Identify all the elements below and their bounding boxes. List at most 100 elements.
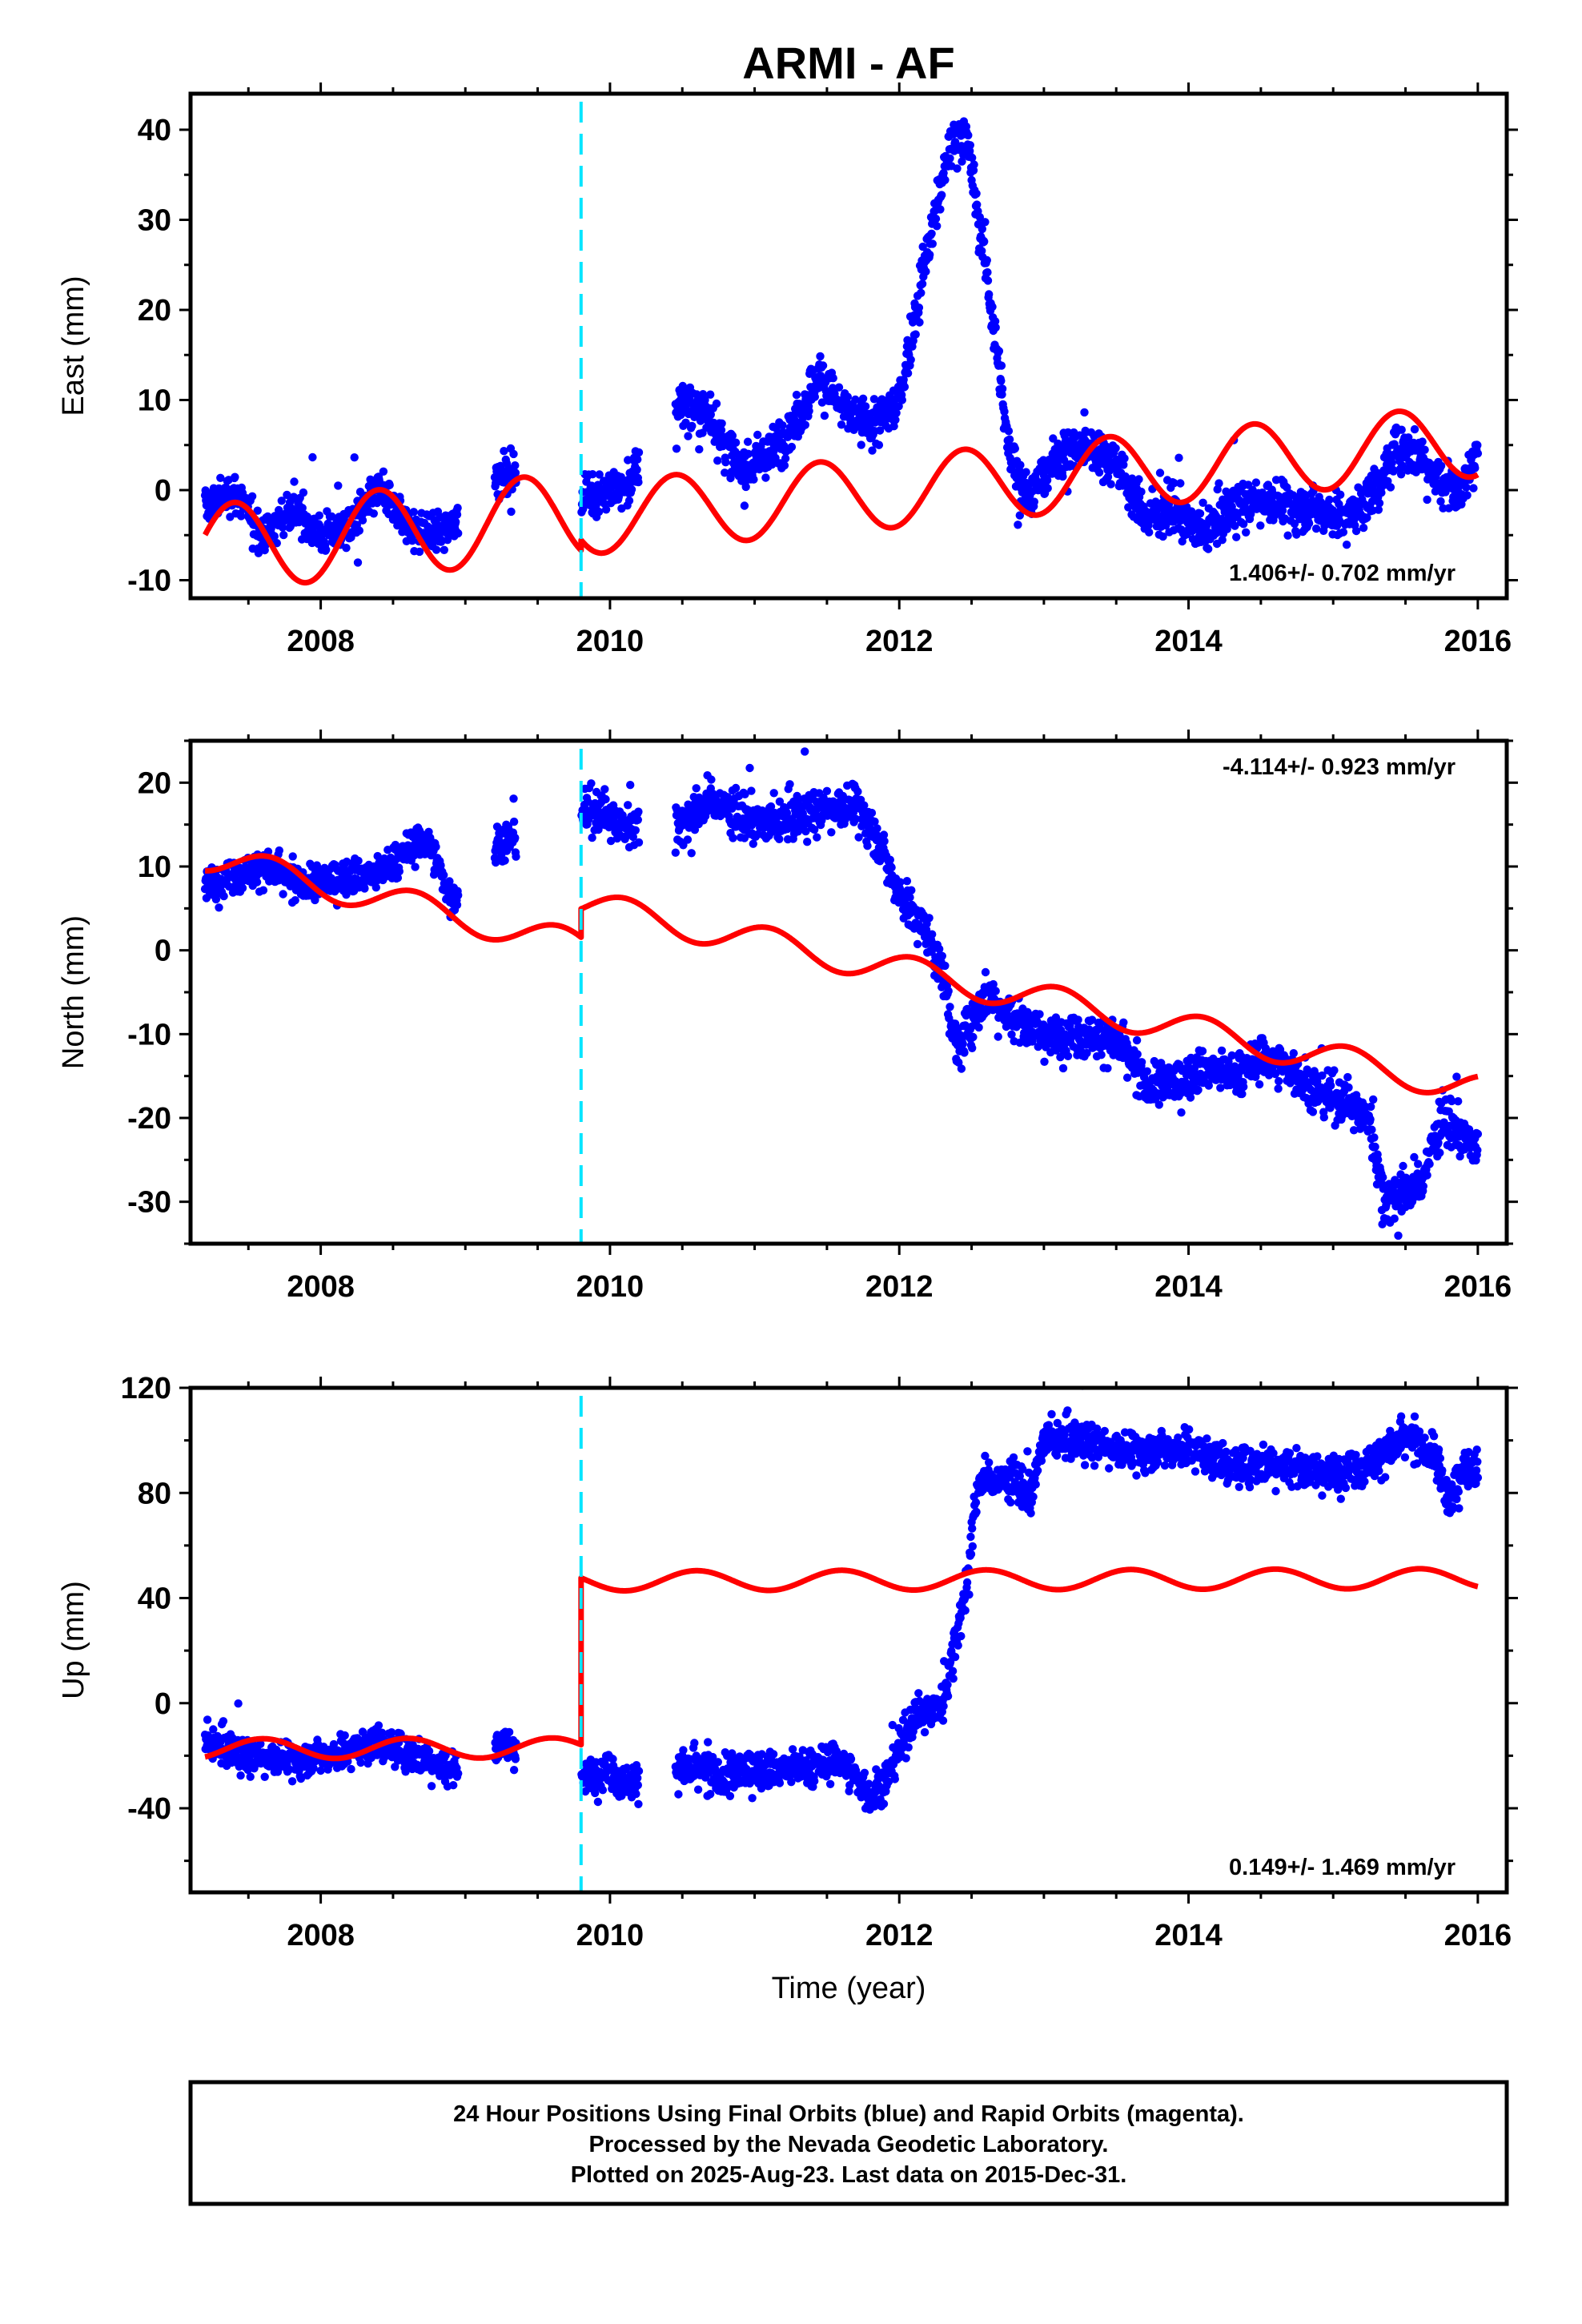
observation-point xyxy=(960,1048,969,1057)
observation-point xyxy=(1198,1047,1207,1055)
observation-point xyxy=(624,497,634,505)
observation-point xyxy=(1024,480,1033,489)
observation-point xyxy=(277,497,286,505)
observation-point xyxy=(1231,521,1239,530)
observation-point xyxy=(395,866,404,876)
observation-point xyxy=(299,488,308,497)
observation-point xyxy=(634,448,644,457)
observation-point xyxy=(1007,1030,1016,1039)
observation-point xyxy=(1080,408,1089,417)
observation-point xyxy=(1463,491,1472,500)
observation-point xyxy=(820,411,829,420)
observation-point xyxy=(247,492,257,501)
observation-point xyxy=(1371,1142,1379,1152)
observation-point xyxy=(928,239,938,248)
observation-point xyxy=(906,356,915,364)
observation-point xyxy=(588,470,597,479)
observation-point xyxy=(887,863,896,872)
observation-point xyxy=(1396,470,1406,479)
observation-point xyxy=(452,900,462,910)
observation-point xyxy=(1351,526,1361,536)
observation-point xyxy=(1473,1146,1482,1155)
observation-point xyxy=(827,828,836,837)
observation-point xyxy=(889,422,898,431)
observation-point xyxy=(687,849,696,858)
y-tick-label: -10 xyxy=(127,565,171,598)
observation-point xyxy=(775,834,784,844)
observation-point xyxy=(781,454,790,463)
observation-point xyxy=(787,442,797,452)
observation-point xyxy=(1423,495,1431,505)
x-tick-label: 2008 xyxy=(287,625,355,658)
observation-point xyxy=(334,481,343,490)
observation-point xyxy=(231,472,239,481)
observation-point xyxy=(1030,497,1039,506)
observation-point xyxy=(1174,453,1183,462)
observation-point xyxy=(270,532,279,541)
observation-point xyxy=(672,444,681,453)
observation-point xyxy=(1473,1129,1483,1139)
observation-point xyxy=(634,477,643,487)
observation-point xyxy=(941,175,950,184)
observation-point xyxy=(860,801,869,810)
observation-point xyxy=(874,440,884,449)
observation-point xyxy=(991,987,1000,995)
observation-point xyxy=(854,833,863,842)
observation-point xyxy=(511,461,520,470)
observation-point xyxy=(946,1003,954,1011)
observation-point xyxy=(1398,461,1407,470)
observation-point xyxy=(1142,1067,1152,1076)
observation-point xyxy=(511,834,520,842)
observation-point xyxy=(1308,1108,1318,1116)
observation-point xyxy=(938,951,947,961)
observation-point xyxy=(902,877,912,886)
observation-point xyxy=(1342,541,1351,549)
observation-point xyxy=(900,382,909,392)
observation-point xyxy=(989,979,998,989)
observation-point xyxy=(717,425,726,435)
observation-point xyxy=(892,408,901,417)
observation-point xyxy=(801,747,809,756)
observation-point xyxy=(1186,1093,1195,1102)
observation-point xyxy=(745,763,754,773)
y-tick-label: 0 xyxy=(155,474,171,508)
observation-point xyxy=(1094,468,1104,477)
observation-point xyxy=(1473,440,1482,450)
observation-point xyxy=(1363,513,1371,522)
observation-point xyxy=(1374,1156,1383,1164)
figure-title: ARMI - AF xyxy=(742,38,954,88)
observation-point xyxy=(1397,425,1406,434)
observation-point xyxy=(897,396,907,404)
observation-point xyxy=(1060,456,1069,464)
plot-frame-east xyxy=(188,91,1509,601)
observation-point xyxy=(853,787,862,796)
observation-point xyxy=(1056,1052,1065,1062)
observation-point xyxy=(863,842,872,850)
observation-point xyxy=(279,890,287,899)
observation-point xyxy=(747,786,756,795)
observation-point xyxy=(915,318,924,327)
observation-point xyxy=(1063,1051,1073,1061)
observation-point xyxy=(1420,445,1429,454)
observation-point xyxy=(684,432,693,440)
observation-point xyxy=(782,808,792,818)
observation-point xyxy=(1124,503,1133,512)
observation-point xyxy=(728,431,737,440)
observation-point xyxy=(1106,480,1115,489)
observation-point xyxy=(219,891,228,901)
observation-point xyxy=(753,430,762,440)
observation-point xyxy=(1232,533,1241,541)
observation-point xyxy=(411,862,420,871)
observation-point xyxy=(1359,523,1368,533)
observation-point xyxy=(1058,1063,1068,1073)
observation-point xyxy=(1370,1133,1379,1142)
observation-point xyxy=(1325,495,1334,505)
observation-point xyxy=(822,786,832,795)
plot-area-east xyxy=(200,102,1483,598)
observation-point xyxy=(369,509,378,518)
observation-point xyxy=(973,200,982,209)
observation-point xyxy=(1410,1152,1419,1162)
observation-point xyxy=(1195,509,1205,518)
x-tick-label: 2012 xyxy=(865,1270,934,1304)
observation-point xyxy=(729,834,737,842)
